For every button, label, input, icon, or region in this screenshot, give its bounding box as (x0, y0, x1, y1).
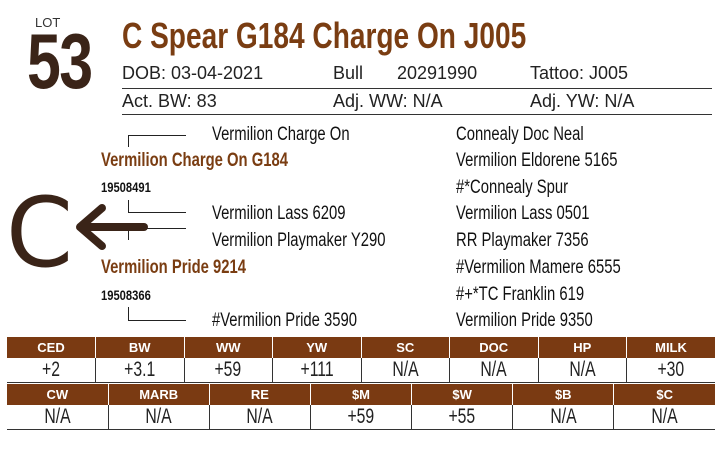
divider (122, 114, 712, 115)
epd-value: +59 (214, 358, 242, 381)
dam-sire: Vermilion Playmaker Y290 (212, 230, 386, 251)
epd-header: DOC (449, 337, 538, 358)
dam-name: Vermilion Pride 9214 (101, 257, 246, 278)
third-gen-ancestor: Connealy Doc Neal (456, 124, 584, 145)
epd-header: MARB (107, 384, 210, 405)
registration-number: 20291990 (397, 63, 478, 83)
pedigree-symbol: C (6, 178, 73, 278)
epd-value: N/A (550, 405, 577, 428)
third-gen-ancestor: #+*TC Franklin 619 (456, 284, 585, 305)
bracket-line (128, 228, 129, 240)
sex: Bull (333, 63, 364, 83)
adjusted-ww: Adj. WW: N/A (333, 91, 443, 111)
epd-header: $W (411, 384, 513, 405)
epd-header: CW (7, 384, 109, 405)
lot-number: 53 (27, 17, 93, 105)
epd-header: RE (208, 384, 311, 405)
epd-value: +30 (657, 358, 685, 381)
epd-header: CED (7, 337, 96, 358)
tattoo: Tattoo: J005 (530, 63, 629, 83)
actual-bw: Act. BW: 83 (122, 91, 217, 111)
sire-name: Vermilion Charge On G184 (101, 150, 288, 171)
epd-header: MILK (626, 337, 715, 358)
bracket-line (128, 135, 129, 147)
third-gen-ancestor: Vermilion Lass 0501 (456, 203, 590, 224)
epd-value: +111 (300, 358, 334, 381)
epd-header: $M (309, 384, 412, 405)
epd-value: +2 (42, 358, 60, 381)
epd-value: N/A (569, 358, 596, 381)
epd-value: N/A (480, 358, 507, 381)
bracket-line (128, 200, 129, 212)
third-gen-ancestor: Vermilion Eldorene 5165 (456, 150, 618, 171)
epd-value: N/A (651, 405, 678, 428)
epd-header: HP (537, 337, 627, 358)
epd-header: BW (95, 337, 184, 358)
bracket-line (128, 307, 129, 320)
epd-value: N/A (44, 405, 71, 428)
bracket-line (128, 320, 186, 321)
bracket-line (128, 135, 186, 136)
divider (122, 88, 712, 89)
epd-value: N/A (145, 405, 172, 428)
epd-table-1: CED BW WW YW SC DOC HP MILK +2 +3.1 +59 … (7, 337, 715, 383)
third-gen-ancestor: Vermilion Pride 9350 (456, 310, 593, 331)
dam-dam: #Vermilion Pride 3590 (212, 310, 357, 331)
epd-table-2: CW MARB RE $M $W $B $C N/A N/A N/A +59 +… (7, 384, 715, 430)
bracket-line (128, 228, 186, 229)
epd-header: YW (272, 337, 361, 358)
epd-value: +3.1 (124, 358, 156, 381)
epd-value: N/A (246, 405, 273, 428)
sire-sire: Vermilion Charge On (212, 124, 350, 145)
third-gen-ancestor: #Vermilion Mamere 6555 (456, 257, 621, 278)
epd-header: SC (360, 337, 450, 358)
epd-value: N/A (392, 358, 419, 381)
lot-label: LOT (35, 15, 61, 30)
animal-arrow-icon: C (4, 177, 154, 289)
epd-header: WW (183, 337, 273, 358)
third-gen-ancestor: RR Playmaker 7356 (456, 230, 589, 251)
bracket-line (128, 212, 186, 213)
adjusted-yw: Adj. YW: N/A (530, 91, 635, 111)
sire-reg: 19508491 (101, 179, 151, 195)
epd-header: $C (613, 384, 715, 405)
epd-header: $B (512, 384, 614, 405)
third-gen-ancestor: #*Connealy Spur (456, 177, 569, 198)
dob: DOB: 03-04-2021 (122, 63, 264, 83)
sire-dam: Vermilion Lass 6209 (212, 203, 346, 224)
epd-value: +55 (448, 405, 476, 428)
animal-name: C Spear G184 Charge On J005 (122, 15, 527, 56)
dam-reg: 19508366 (101, 287, 151, 303)
epd-value: +59 (347, 405, 375, 428)
